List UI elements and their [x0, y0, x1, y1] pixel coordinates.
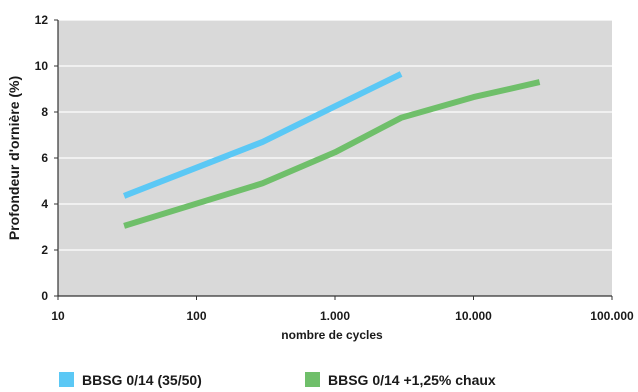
series-lines [123, 71, 541, 229]
y-tick-label: 4 [41, 197, 48, 211]
legend: BBSG 0/14 (35/50) BBSG 0/14 +1,25% chaux [59, 372, 496, 388]
y-tick-label: 12 [35, 13, 49, 27]
x-axis-title: nombre de cycles [281, 328, 383, 342]
legend-swatch-2 [305, 372, 320, 387]
x-tick-label: 100.000 [590, 309, 634, 323]
legend-label-2: BBSG 0/14 +1,25% chaux [328, 372, 496, 388]
axes [54, 19, 613, 300]
series-line-2 [123, 79, 541, 229]
gridlines [58, 19, 612, 251]
y-axis-title: Profondeur d'ornière (%) [6, 76, 22, 240]
series-line-1 [123, 71, 403, 199]
y-tick-label: 8 [41, 105, 48, 119]
legend-label-1: BBSG 0/14 (35/50) [82, 372, 202, 388]
x-tick-label: 100 [186, 309, 206, 323]
x-tick-label: 10.000 [455, 309, 492, 323]
y-tick-label: 0 [41, 289, 48, 303]
legend-swatch-1 [59, 372, 74, 387]
y-tick-label: 6 [41, 151, 48, 165]
y-tick-label: 10 [35, 59, 49, 73]
x-tick-label: 10 [51, 309, 65, 323]
y-tick-label: 2 [41, 243, 48, 257]
x-tick-label: 1.000 [320, 309, 350, 323]
tick-labels: 0 2 4 6 8 10 12 10 100 1.000 10.000 100.000 [35, 13, 634, 323]
